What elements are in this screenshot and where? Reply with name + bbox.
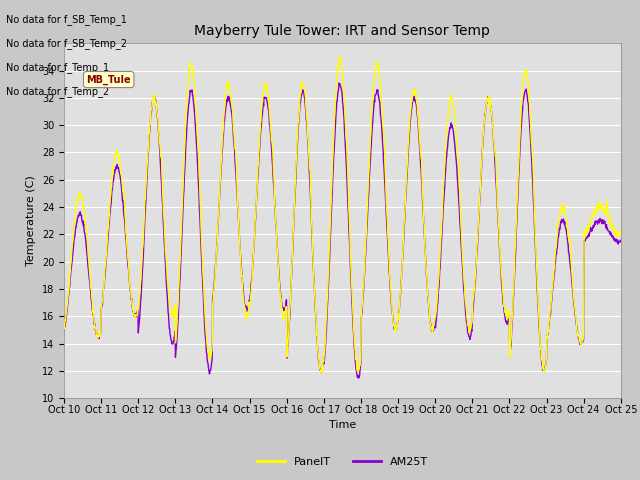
Text: No data for f_SB_Temp_2: No data for f_SB_Temp_2 bbox=[6, 38, 127, 49]
Text: No data for f_SB_Temp_1: No data for f_SB_Temp_1 bbox=[6, 14, 127, 25]
Y-axis label: Temperature (C): Temperature (C) bbox=[26, 175, 36, 266]
X-axis label: Time: Time bbox=[329, 420, 356, 430]
Text: No data for f_Temp_1: No data for f_Temp_1 bbox=[6, 62, 109, 73]
Legend: PanelT, AM25T: PanelT, AM25T bbox=[253, 452, 432, 471]
Text: MB_Tule: MB_Tule bbox=[86, 74, 131, 84]
Text: No data for f_Temp_2: No data for f_Temp_2 bbox=[6, 86, 109, 97]
Title: Mayberry Tule Tower: IRT and Sensor Temp: Mayberry Tule Tower: IRT and Sensor Temp bbox=[195, 24, 490, 38]
